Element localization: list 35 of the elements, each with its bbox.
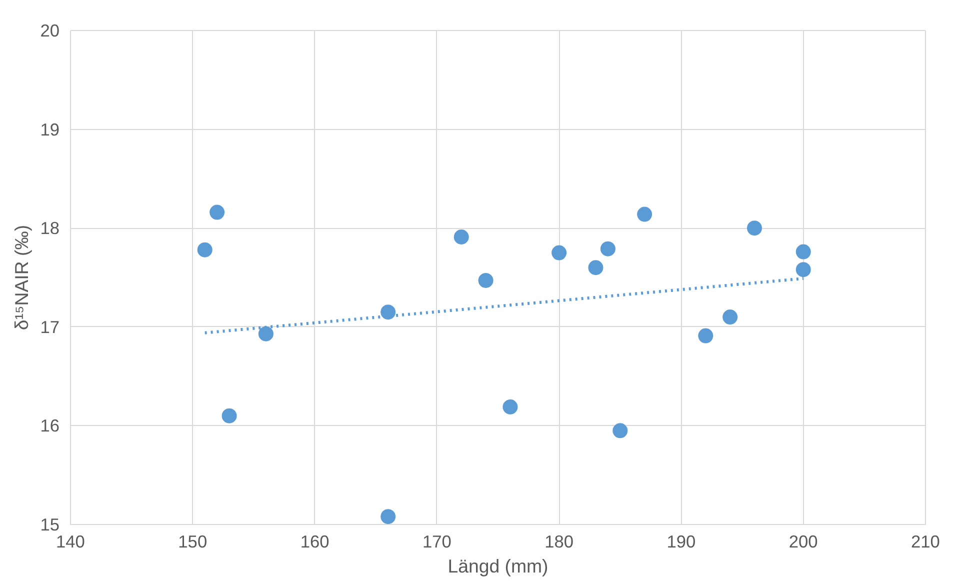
point xyxy=(796,244,811,260)
y-tick-label: 17 xyxy=(40,316,60,337)
x-tick-label: 190 xyxy=(666,532,696,552)
y-tick-label: 19 xyxy=(40,119,60,140)
y-tick-label: 20 xyxy=(40,20,60,40)
point xyxy=(600,241,616,256)
point xyxy=(454,230,469,244)
y-tick-label: 15 xyxy=(40,514,60,534)
point xyxy=(747,220,762,236)
point xyxy=(698,328,714,344)
x-tick-label: 180 xyxy=(544,532,574,552)
point xyxy=(588,260,604,276)
point xyxy=(612,423,628,438)
point xyxy=(502,399,518,414)
point xyxy=(722,310,738,325)
x-tick-label: 170 xyxy=(422,532,452,552)
point xyxy=(258,326,274,342)
x-tick-label: 200 xyxy=(788,532,818,552)
x-axis-title: Längd (mm) xyxy=(448,556,548,576)
point xyxy=(478,272,494,288)
y-tick-label: 18 xyxy=(40,218,60,238)
x-tick-label: 160 xyxy=(300,532,330,552)
point xyxy=(380,509,396,524)
point xyxy=(637,206,652,222)
y-axis-title: δ¹⁵NAIR (‰) xyxy=(11,224,32,330)
point xyxy=(796,262,811,278)
x-tick-label: 210 xyxy=(911,532,940,552)
x-tick-label: 150 xyxy=(178,532,208,552)
y-tick-label: 16 xyxy=(40,416,60,436)
point xyxy=(210,204,225,220)
point xyxy=(197,242,212,258)
point xyxy=(222,408,237,424)
point xyxy=(552,245,567,260)
point xyxy=(380,304,396,320)
x-tick-label: 140 xyxy=(56,532,85,552)
